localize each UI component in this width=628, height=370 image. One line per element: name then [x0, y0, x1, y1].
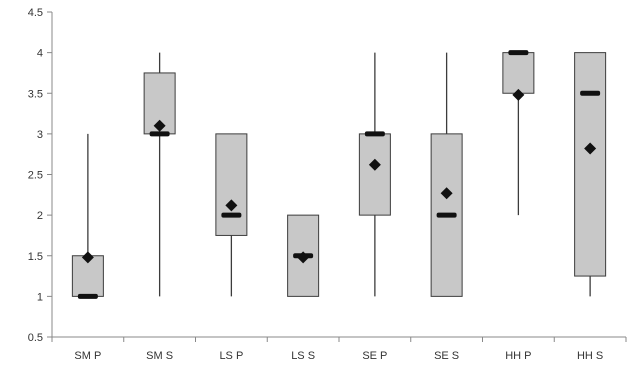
- median-bar: [149, 131, 170, 137]
- y-tick-label: 1.5: [28, 251, 43, 263]
- box-ls-p: [215, 133, 248, 297]
- x-category-label: SE P: [362, 350, 387, 362]
- axes: [47, 11, 627, 342]
- mean-marker: [440, 187, 453, 200]
- mean-marker: [225, 199, 238, 212]
- box-se-s: [430, 52, 463, 297]
- box-se-p: [358, 52, 391, 297]
- median-bar: [508, 50, 529, 56]
- x-category-label: HH S: [577, 350, 603, 362]
- y-tick-label: 2.5: [28, 170, 43, 182]
- y-tick-label: 3: [37, 129, 43, 141]
- y-tick-label: 0.5: [28, 332, 43, 344]
- median-bar: [364, 131, 385, 137]
- y-tick-label: 2: [37, 210, 43, 222]
- mean-marker: [81, 251, 94, 264]
- mean-marker: [368, 158, 381, 171]
- box-ls-s: [287, 214, 320, 297]
- mean-marker: [512, 88, 525, 101]
- box-iqr: [215, 133, 248, 236]
- x-category-label: LS S: [291, 350, 315, 362]
- mean-marker: [153, 119, 166, 132]
- y-tick-label: 4.5: [28, 7, 43, 19]
- median-bar: [221, 212, 242, 218]
- mean-marker: [584, 142, 597, 155]
- mean-marker: [297, 251, 310, 264]
- box-iqr: [574, 52, 607, 277]
- median-bar: [436, 212, 457, 218]
- box-sm-p: [71, 133, 104, 299]
- x-category-label: HH P: [505, 350, 531, 362]
- x-category-label: SE S: [434, 350, 459, 362]
- y-tick-label: 4: [37, 48, 43, 60]
- y-tick-label: 3.5: [28, 88, 43, 100]
- box-plot-series: [71, 50, 607, 299]
- box-iqr: [358, 133, 391, 216]
- box-hh-s: [574, 52, 607, 297]
- box-sm-s: [143, 52, 176, 297]
- x-category-label: SM P: [74, 350, 101, 362]
- x-category-label: SM S: [146, 350, 173, 362]
- box-iqr: [502, 52, 535, 94]
- median-bar: [580, 90, 601, 96]
- median-bar: [77, 293, 98, 299]
- y-tick-label: 1: [37, 291, 43, 303]
- x-category-label: LS P: [219, 350, 243, 362]
- box-hh-p: [502, 50, 535, 216]
- axis-labels: 0.5 1 1.5 2 2.5 3 3.5 4 4.5 SM P SM S LS P LS S SE P S…: [28, 7, 604, 362]
